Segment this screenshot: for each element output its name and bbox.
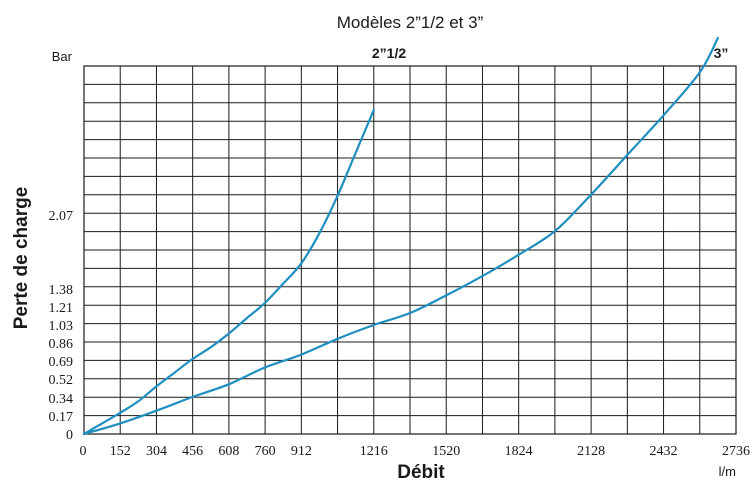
series-labels: 2”1/2 3” — [372, 45, 729, 61]
series-label: 2”1/2 — [372, 45, 406, 61]
y-unit-label: Bar — [52, 49, 73, 64]
x-tick-label: 1824 — [505, 444, 533, 459]
y-tick-label: 1.21 — [49, 301, 74, 316]
x-tick-label: 456 — [182, 444, 203, 459]
y-tick-label: 0.17 — [49, 410, 74, 425]
y-tick-labels: 0 0.17 0.34 0.52 0.69 0.86 1.03 1.21 1.38 2.07 — [49, 209, 74, 443]
y-tick-label: 0 — [66, 428, 73, 443]
x-tick-label: 608 — [218, 444, 239, 459]
y-tick-label: 0.34 — [49, 392, 74, 407]
x-tick-labels: 0 152 304 456 608 760 912 1216 1520 1824 2128 2432 2… — [80, 444, 751, 459]
x-tick-label: 1520 — [432, 444, 460, 459]
x-unit-label: l/m — [719, 464, 736, 479]
x-tick-label: 2432 — [650, 444, 678, 459]
series-curves — [82, 36, 719, 436]
x-tick-label: 1216 — [360, 444, 388, 459]
y-tick-label: 1.38 — [49, 283, 74, 298]
x-tick-label: 2128 — [577, 444, 605, 459]
series-line-2-1-2 — [82, 108, 375, 436]
x-tick-label: 912 — [291, 444, 312, 459]
y-tick-label: 0.52 — [49, 373, 74, 388]
y-tick-label: 0.69 — [49, 355, 74, 370]
plot-frame — [83, 65, 737, 435]
y-tick-label: 1.03 — [49, 319, 74, 334]
x-tick-label: 152 — [110, 444, 131, 459]
series-label: 3” — [714, 45, 729, 61]
grid-horizontal — [84, 83, 736, 417]
y-tick-label: 0.86 — [49, 337, 74, 352]
series-line-3 — [82, 36, 719, 436]
x-tick-label: 0 — [80, 444, 87, 459]
y-tick-label: 2.07 — [49, 209, 74, 224]
chart-title: Modèles 2”1/2 et 3” — [337, 13, 484, 32]
x-tick-label: 304 — [146, 444, 167, 459]
x-tick-label: 760 — [255, 444, 276, 459]
x-axis-title: Débit — [397, 462, 445, 483]
x-tick-label: 2736 — [722, 444, 750, 459]
y-axis-title: Perte de charge — [11, 187, 32, 330]
